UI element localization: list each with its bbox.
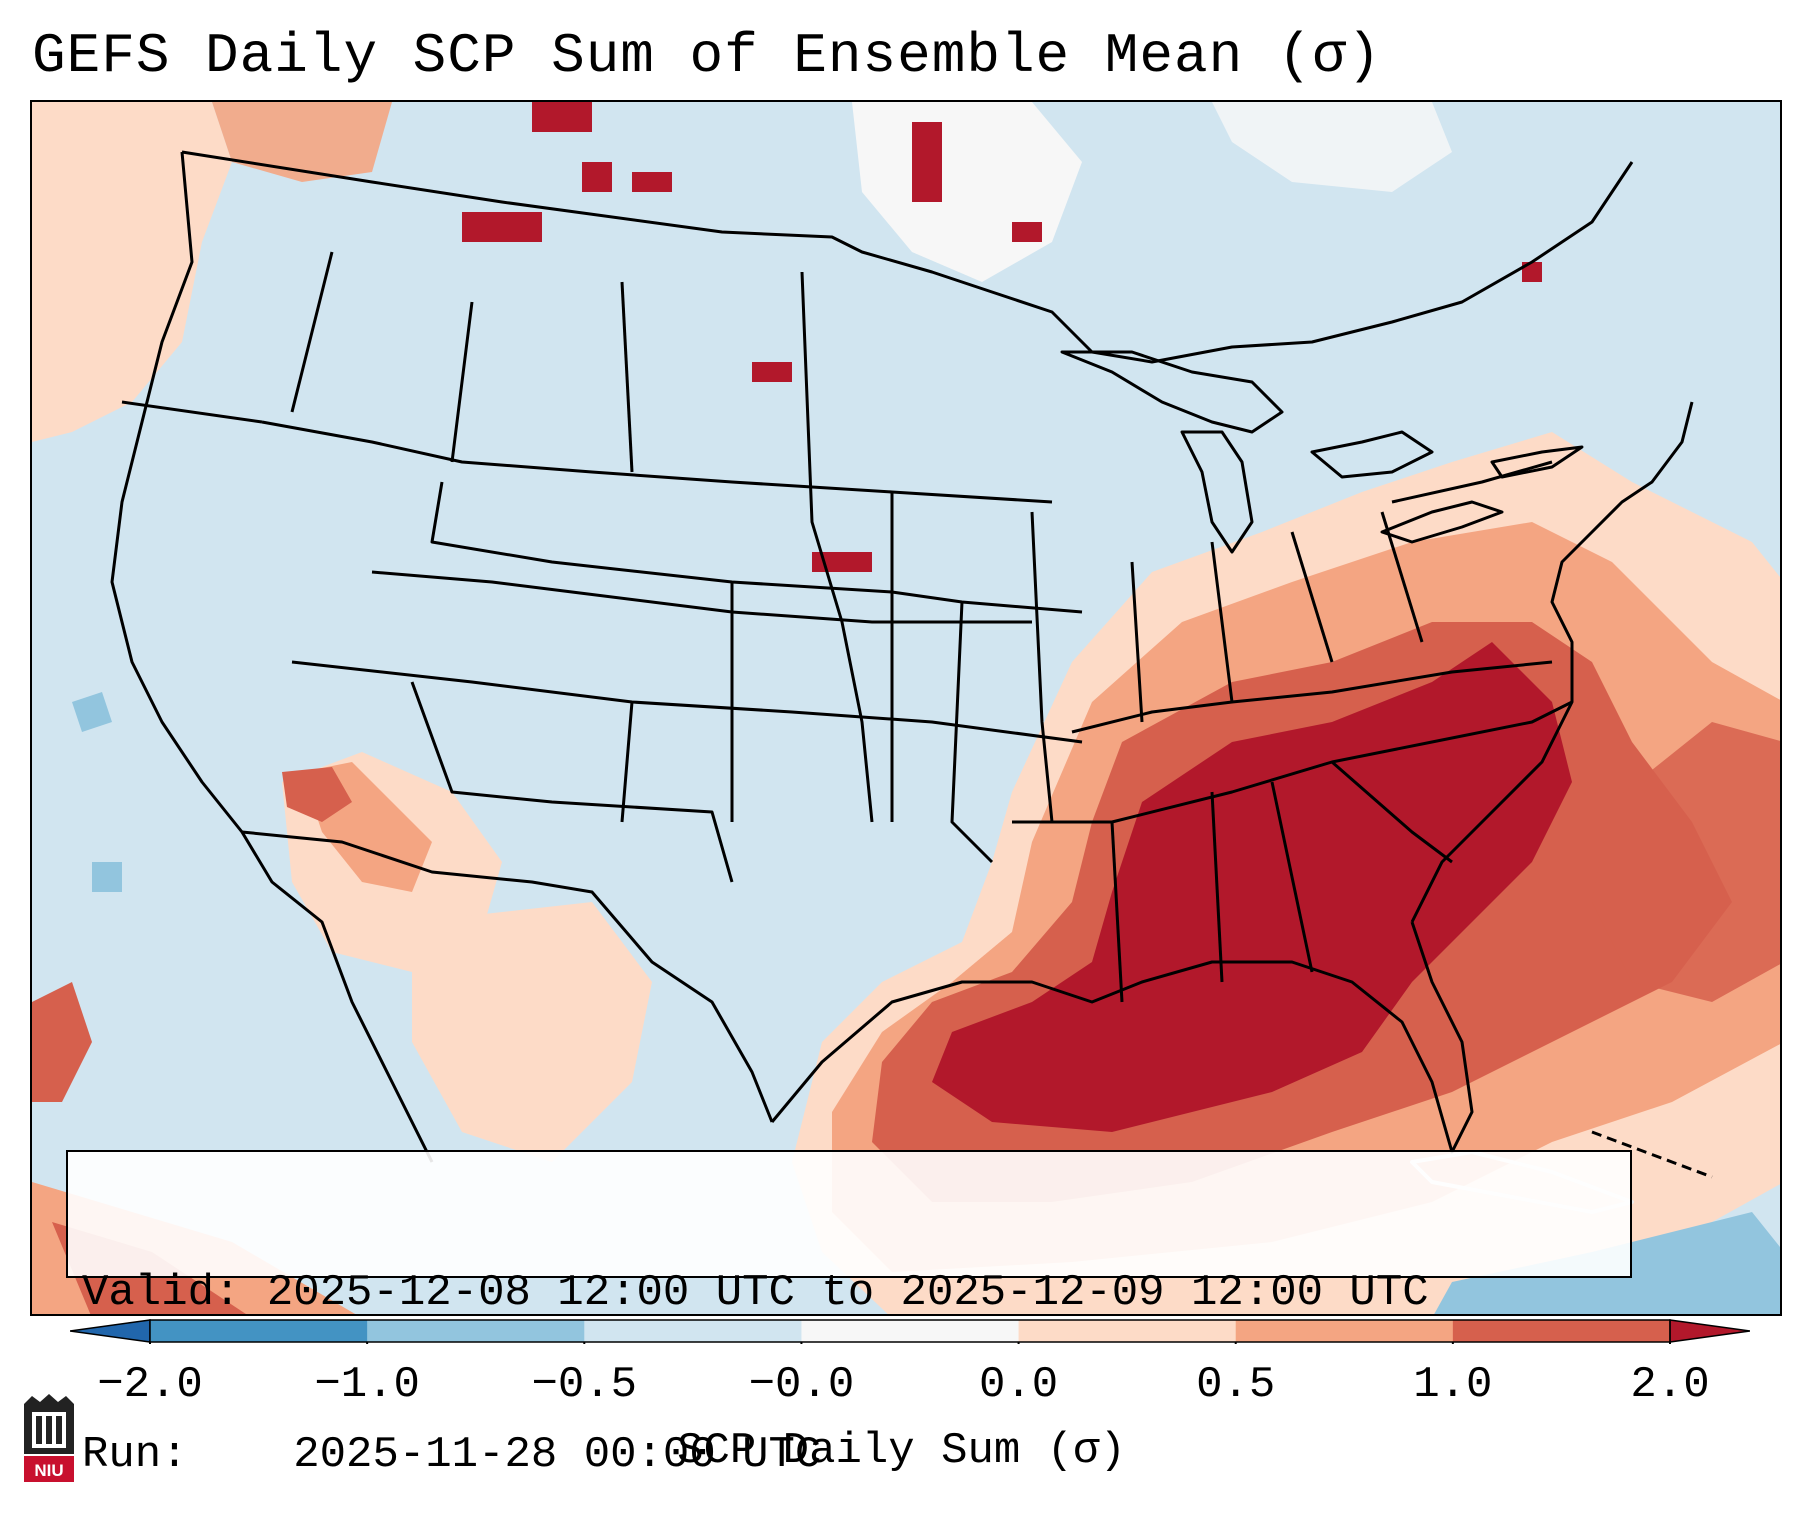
colorbar-tick-label: 1.0	[1413, 1360, 1493, 1410]
colorbar-bin	[1235, 1320, 1454, 1342]
niu-logo-text: NIU	[34, 1461, 63, 1480]
colorbar	[70, 1319, 1750, 1344]
colorbar-bin	[1452, 1320, 1671, 1342]
colorbar-bin	[367, 1320, 585, 1342]
niu-logo-icon: NIU	[24, 1394, 74, 1482]
colorbar-tick-label: 0.0	[978, 1360, 1059, 1410]
colorbar-over-extension	[1669, 1319, 1750, 1343]
colorbar-bin	[801, 1320, 1020, 1342]
valid-value: 2025-12-08 12:00 UTC to 2025-12-09 12:00…	[266, 1268, 1429, 1318]
colorbar-tick-label: 2.0	[1630, 1360, 1710, 1410]
run-line: Run: 2025-11-28 00:00 UTC	[82, 1428, 1616, 1482]
colorbar-tick-label: 0.5	[1196, 1360, 1276, 1410]
colorbar-tick-label: −2.0	[97, 1360, 203, 1410]
run-value: 2025-11-28 00:00 UTC	[293, 1430, 822, 1480]
validity-box: Valid: 2025-12-08 12:00 UTC to 2025-12-0…	[66, 1150, 1632, 1480]
colorbar-tick-label: −1.0	[314, 1360, 420, 1410]
colorbar-tick-label: −0.0	[748, 1360, 855, 1410]
colorbar-label: SCP Daily Sum (σ)	[677, 1426, 1126, 1476]
colorbar-ticks: −2.0 −1.0 −0.5 −0.0 0.0 0.5 1.0 2.0	[0, 1360, 1803, 1420]
colorbar-tick-label: −0.5	[531, 1360, 638, 1410]
colorbar-bin	[1018, 1320, 1237, 1342]
colorbar-bin	[584, 1320, 802, 1342]
valid-label: Valid:	[82, 1268, 241, 1318]
chart-title: GEFS Daily SCP Sum of Ensemble Mean (σ)	[32, 24, 1382, 88]
colorbar-under-extension	[70, 1319, 151, 1343]
map-panel	[30, 100, 1782, 1316]
colorbar-frame	[149, 1319, 1671, 1343]
run-label: Run:	[82, 1430, 188, 1480]
boundaries	[110, 150, 1713, 1214]
colorbar-bin	[150, 1320, 368, 1342]
anomaly-map	[32, 102, 1780, 1314]
niu-logo: NIU	[20, 1392, 78, 1493]
valid-line: Valid: 2025-12-08 12:00 UTC to 2025-12-0…	[82, 1266, 1616, 1320]
anomaly-field	[32, 102, 1780, 1314]
